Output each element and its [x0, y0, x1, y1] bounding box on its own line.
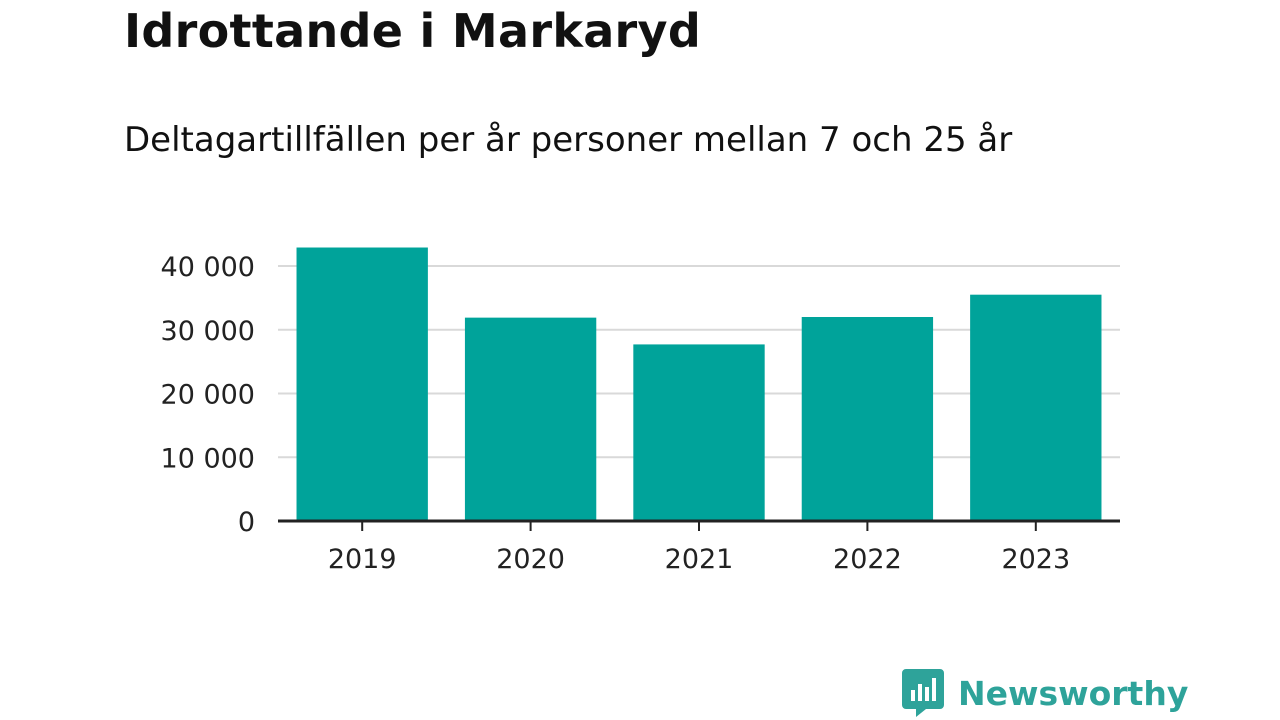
y-tick-label: 30 000 — [161, 316, 255, 347]
x-tick-label: 2020 — [496, 544, 565, 575]
x-tick-label: 2023 — [1001, 544, 1070, 575]
x-axis — [278, 519, 1120, 531]
x-tick-label: 2021 — [665, 544, 734, 575]
y-tick-label: 0 — [238, 507, 255, 538]
y-tick-label: 10 000 — [161, 443, 255, 474]
bar-2021 — [633, 344, 765, 521]
bar-2022 — [801, 317, 934, 521]
chart-title: Idrottande i Markaryd — [124, 4, 702, 58]
bars — [296, 247, 1102, 521]
bar-2019 — [296, 247, 428, 521]
bar-2023 — [970, 294, 1102, 521]
x-tick-label: 2022 — [833, 544, 902, 575]
chart-subtitle: Deltagartillfällen per år personer mella… — [124, 120, 1013, 160]
y-tick-label: 40 000 — [161, 252, 255, 283]
bar-chart-bubble-icon — [902, 669, 944, 717]
y-tick-label: 20 000 — [161, 380, 255, 411]
x-tick-label: 2019 — [328, 544, 397, 575]
tick-labels: 0 10 000 20 000 30 000 40 000 2019 2020 2021 202… — [161, 252, 1071, 575]
brand-name: Newsworthy — [958, 673, 1189, 713]
newsworthy-logo: Newsworthy — [902, 668, 1188, 718]
bar-2020 — [464, 317, 597, 521]
